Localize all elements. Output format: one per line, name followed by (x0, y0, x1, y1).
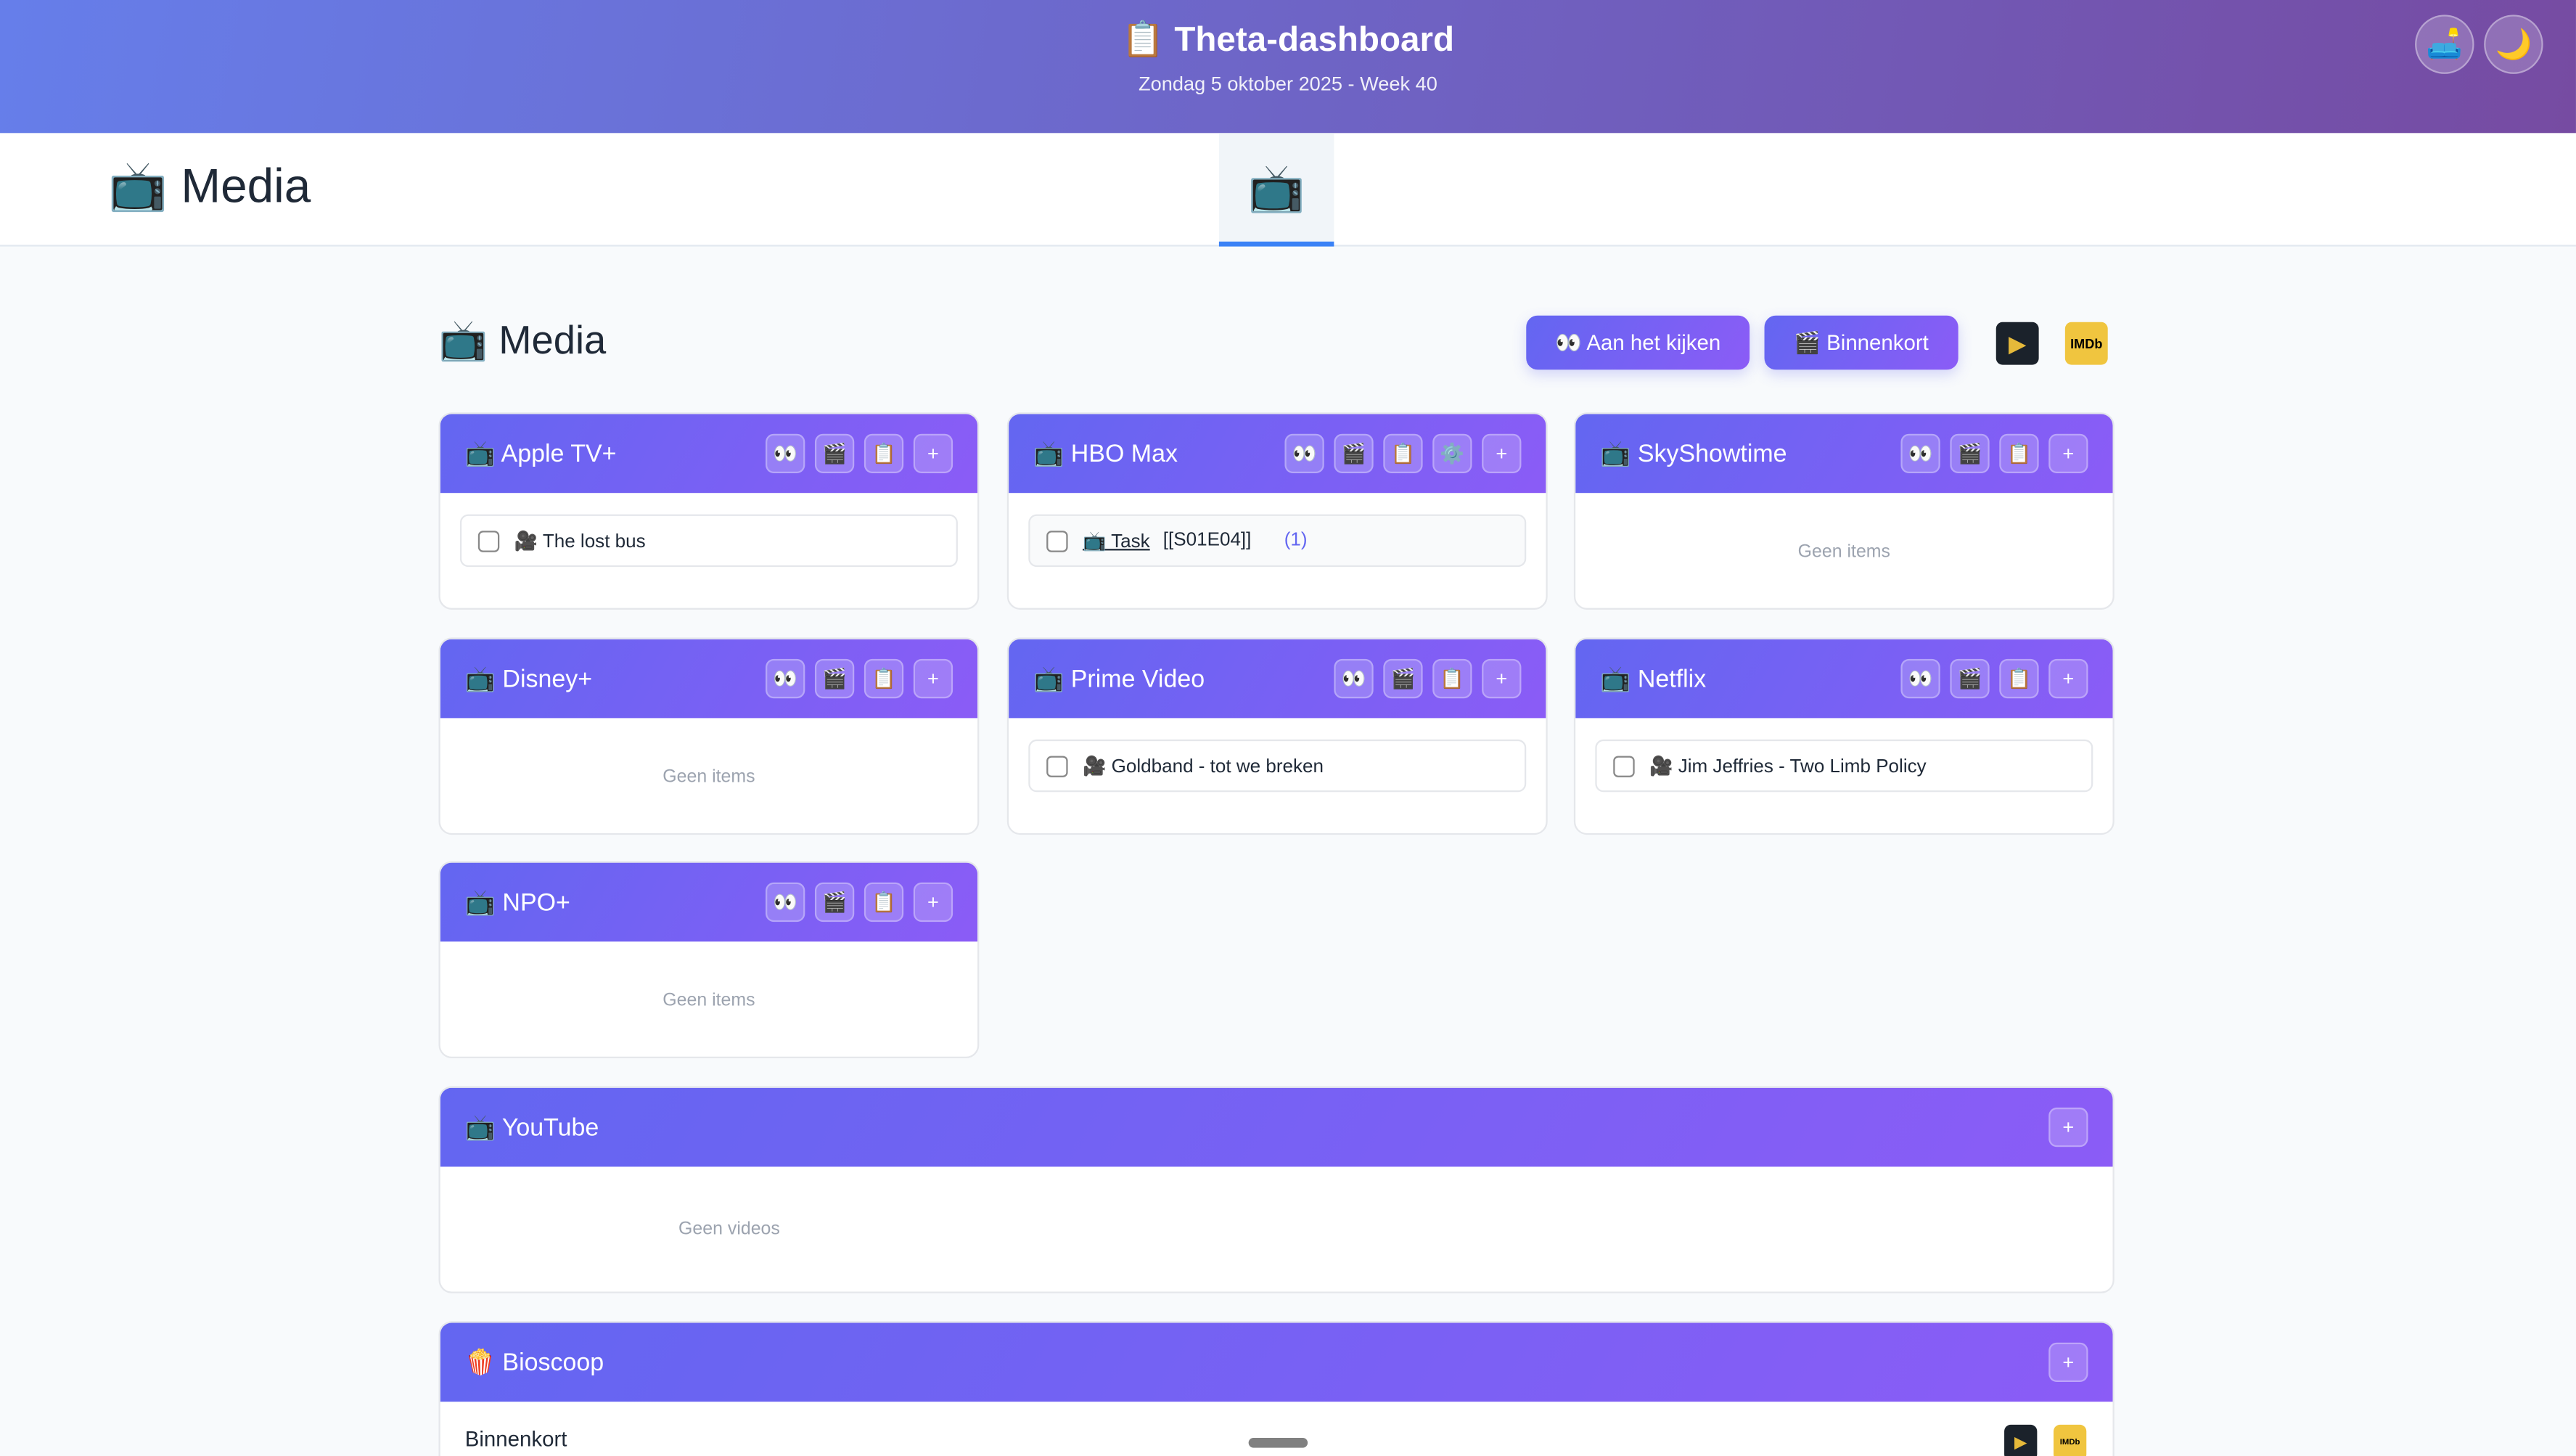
service-card: 📺 Prime Video 👀 🎬 📋 + 🎥 Goldband - tot we bre… (1006, 637, 1548, 835)
item-text: 🎥 Goldband - tot we breken (1082, 757, 1324, 777)
card-title: 📺 Netflix (1600, 665, 1707, 694)
upcoming-icon[interactable]: 🎬 (814, 433, 855, 474)
bioscoop-card: 🍿 Bioscoop + Binnenkort ▶ IMDb (438, 1321, 2114, 1456)
add-icon[interactable]: + (1482, 433, 1522, 474)
add-icon[interactable]: + (1482, 658, 1522, 699)
empty-text: Geen items (1797, 542, 1891, 563)
add-icon[interactable]: + (2048, 433, 2088, 474)
add-icon[interactable]: + (2048, 1107, 2088, 1148)
upcoming-icon[interactable]: 🎬 (1950, 433, 1990, 474)
upcoming-icon[interactable]: 🎬 (814, 658, 855, 699)
list-icon[interactable]: 📋 (1432, 658, 1472, 699)
page-title: 📺 Media (438, 319, 607, 364)
nav-title: 📺 Media (108, 160, 311, 214)
watching-icon[interactable]: 👀 (1900, 433, 1940, 474)
service-card: 📺 NPO+ 👀 🎬 📋 + Geen items (438, 861, 980, 1059)
item-text: [[S01E04]] (1162, 531, 1252, 551)
service-card: 📺 SkyShowtime 👀 🎬 📋 + Geen items (1573, 412, 2114, 610)
card-title: 📺 Prime Video (1033, 665, 1205, 694)
watching-icon[interactable]: 👀 (766, 433, 805, 474)
service-card: 📺 Netflix 👀 🎬 📋 + 🎥 Jim Jeffries - Two Limb P… (1573, 637, 2114, 835)
header: 📋 Theta-dashboard Zondag 5 oktober 2025 … (0, 0, 2576, 134)
add-icon[interactable]: + (2048, 1342, 2088, 1383)
watching-icon[interactable]: 👀 (1284, 433, 1324, 474)
watching-button[interactable]: 👀 Aan het kijken (1526, 315, 1750, 370)
list-icon[interactable]: 📋 (864, 433, 904, 474)
list-item: 🎥 Jim Jeffries - Two Limb Policy (1595, 739, 2093, 793)
checkbox[interactable] (1046, 530, 1068, 552)
service-card: 📺 Disney+ 👀 🎬 📋 + Geen items (438, 637, 980, 835)
list-icon[interactable]: 📋 (1999, 658, 2039, 699)
add-icon[interactable]: + (913, 658, 953, 699)
plex-icon[interactable]: ▶ (1995, 322, 2039, 365)
empty-text: Geen items (663, 767, 755, 788)
list-icon[interactable]: 📋 (1999, 433, 2039, 474)
upcoming-button[interactable]: 🎬 Binnenkort (1764, 315, 1958, 370)
drag-handle[interactable] (1248, 1438, 1308, 1448)
add-icon[interactable]: + (2048, 658, 2088, 699)
lamp-button[interactable]: 🛋️ (2415, 15, 2474, 74)
imdb-icon[interactable]: IMDb (2064, 322, 2108, 365)
card-title: 📺 Apple TV+ (464, 440, 617, 469)
list-icon[interactable]: 📋 (864, 882, 904, 923)
card-title: 📺 HBO Max (1033, 440, 1178, 469)
add-icon[interactable]: + (913, 433, 953, 474)
card-title: 📺 Disney+ (464, 665, 593, 694)
upcoming-icon[interactable]: 🎬 (1950, 658, 1990, 699)
date-subtitle: Zondag 5 oktober 2025 - Week 40 (1139, 72, 1437, 96)
checkbox[interactable] (1613, 755, 1635, 777)
empty-text: Geen items (663, 991, 755, 1011)
list-item: 🎥 The lost bus (459, 514, 958, 568)
count-badge: (1) (1284, 531, 1308, 551)
empty-text: Geen videos (678, 1219, 780, 1240)
service-card: 📺 Apple TV+ 👀 🎬 📋 + 🎥 The lost bus (438, 412, 980, 610)
imdb-icon[interactable]: IMDb (2054, 1424, 2087, 1456)
tab-media[interactable]: 📺 (1218, 133, 1334, 247)
checkbox[interactable] (477, 530, 500, 552)
card-title: 🍿 Bioscoop (464, 1349, 604, 1378)
upcoming-icon[interactable]: 🎬 (1383, 658, 1423, 699)
watching-icon[interactable]: 👀 (766, 658, 805, 699)
item-text: 🎥 The lost bus (514, 532, 646, 552)
list-icon[interactable]: 📋 (1383, 433, 1423, 474)
service-card: 📺 HBO Max 👀 🎬 📋 ⚙️ + 📺 Task [[S01E04]] (1) (1006, 412, 1548, 610)
card-title: 📺 YouTube (464, 1113, 599, 1142)
watching-icon[interactable]: 👀 (766, 882, 805, 923)
task-link[interactable]: 📺 Task (1082, 532, 1150, 552)
theme-toggle-moon-icon[interactable]: 🌙 (2484, 15, 2543, 74)
list-item: 🎥 Goldband - tot we breken (1028, 739, 1527, 793)
youtube-card: 📺 YouTube + Geen videos (438, 1086, 2114, 1293)
list-item: 📺 Task [[S01E04]] (1) (1028, 514, 1527, 568)
upcoming-icon[interactable]: 🎬 (814, 882, 855, 923)
card-title: 📺 SkyShowtime (1600, 440, 1787, 469)
watching-icon[interactable]: 👀 (1334, 658, 1374, 699)
item-text: 🎥 Jim Jeffries - Two Limb Policy (1649, 757, 1927, 777)
card-title: 📺 NPO+ (464, 888, 570, 917)
app-title: 📋 Theta-dashboard (1121, 21, 1455, 60)
checkbox[interactable] (1046, 755, 1068, 777)
section-title: Binnenkort (464, 1426, 567, 1452)
watching-icon[interactable]: 👀 (1900, 658, 1940, 699)
add-icon[interactable]: + (913, 882, 953, 923)
upcoming-icon[interactable]: 🎬 (1334, 433, 1374, 474)
nav-bar: 📺 Media 📺 (0, 133, 2576, 247)
plex-icon[interactable]: ▶ (2004, 1424, 2038, 1456)
settings-icon[interactable]: ⚙️ (1432, 433, 1472, 474)
list-icon[interactable]: 📋 (864, 658, 904, 699)
